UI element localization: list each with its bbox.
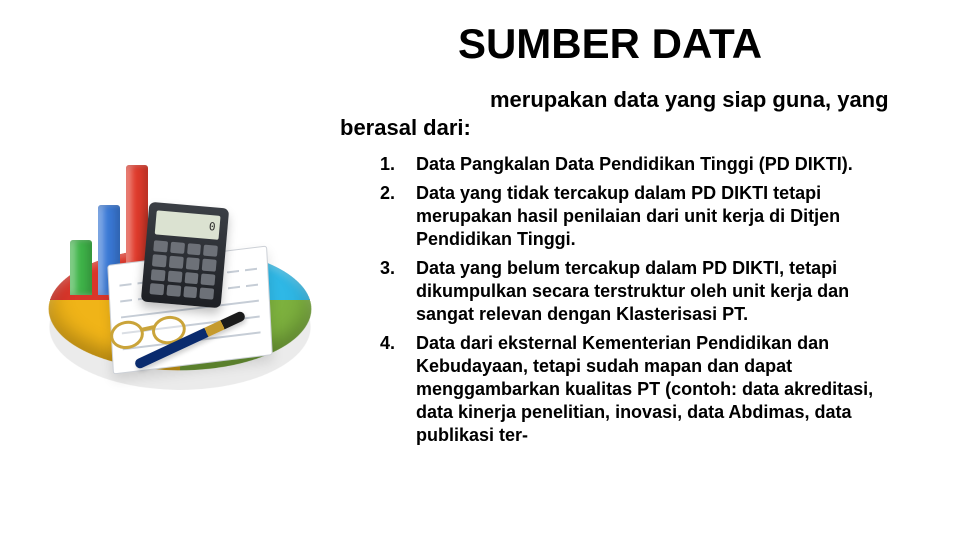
- list-item: Data yang belum tercakup dalam PD DIKTI,…: [380, 257, 900, 326]
- list-item: Data yang tidak tercakup dalam PD DIKTI …: [380, 182, 900, 251]
- numbered-list: Data Pangkalan Data Pendidikan Tinggi (P…: [380, 153, 900, 447]
- data-illustration: 0: [50, 155, 310, 415]
- calculator-keys: [149, 240, 217, 299]
- calculator-icon: 0: [141, 202, 229, 309]
- list-item: Data Pangkalan Data Pendidikan Tinggi (P…: [380, 153, 900, 176]
- list-item: Data dari eksternal Kementerian Pendidik…: [380, 332, 900, 447]
- slide: SUMBER DATA merupakan data yang siap gun…: [0, 0, 960, 540]
- intro-text: merupakan data yang siap guna, yang bera…: [340, 86, 900, 141]
- slide-title: SUMBER DATA: [300, 20, 920, 68]
- bar: [70, 240, 92, 295]
- calculator-screen: 0: [155, 210, 221, 239]
- list-container: Data Pangkalan Data Pendidikan Tinggi (P…: [380, 153, 900, 447]
